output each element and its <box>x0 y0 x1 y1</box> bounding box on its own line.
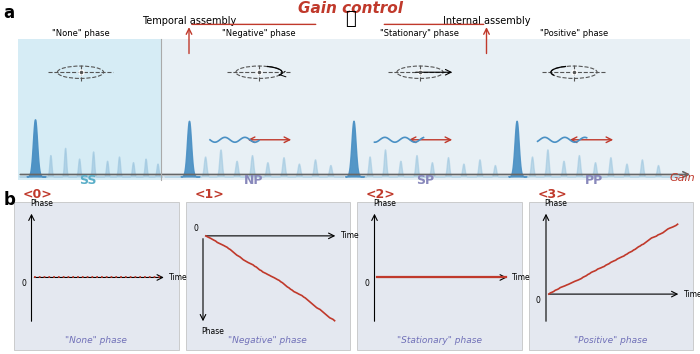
Text: 0: 0 <box>194 224 199 233</box>
Text: Time: Time <box>512 273 531 282</box>
Text: Phase: Phase <box>202 327 225 336</box>
Text: "Negative" phase: "Negative" phase <box>228 336 307 345</box>
Text: <2>: <2> <box>366 188 396 201</box>
Text: Phase: Phase <box>30 199 53 207</box>
Text: Time: Time <box>684 290 700 299</box>
Text: Gain: Gain <box>669 173 695 183</box>
Text: 0: 0 <box>21 279 26 288</box>
FancyBboxPatch shape <box>18 39 161 180</box>
Text: PP: PP <box>584 174 603 187</box>
FancyBboxPatch shape <box>357 202 522 350</box>
Text: Time: Time <box>341 232 360 240</box>
Text: Phase: Phase <box>545 199 568 207</box>
Text: Internal assembly: Internal assembly <box>442 16 531 26</box>
Text: a: a <box>4 4 15 22</box>
FancyBboxPatch shape <box>528 202 693 350</box>
Text: NP: NP <box>244 174 263 187</box>
Text: <0>: <0> <box>23 188 53 201</box>
Text: 0: 0 <box>536 296 540 305</box>
Text: SP: SP <box>416 174 435 187</box>
Text: "None" phase: "None" phase <box>65 336 127 345</box>
FancyBboxPatch shape <box>186 202 350 350</box>
Text: "Negative" phase: "Negative" phase <box>222 29 296 38</box>
Text: <3>: <3> <box>538 188 567 201</box>
Text: Time: Time <box>169 273 188 282</box>
Text: "None" phase: "None" phase <box>52 29 109 38</box>
Text: Temporal assembly: Temporal assembly <box>142 16 236 26</box>
Text: "Positive" phase: "Positive" phase <box>540 29 608 38</box>
Text: "Stationary" phase: "Stationary" phase <box>381 29 459 38</box>
Text: "Positive" phase: "Positive" phase <box>574 336 648 345</box>
FancyBboxPatch shape <box>14 202 178 350</box>
Text: Gain control: Gain control <box>298 1 402 16</box>
Text: b: b <box>4 191 15 209</box>
Text: "Stationary" phase: "Stationary" phase <box>397 336 482 345</box>
Text: <1>: <1> <box>195 188 224 201</box>
FancyBboxPatch shape <box>161 39 690 180</box>
Text: 0: 0 <box>364 279 369 288</box>
Text: 🐦: 🐦 <box>344 10 356 28</box>
Text: SS: SS <box>78 174 97 187</box>
Text: Phase: Phase <box>373 199 396 207</box>
